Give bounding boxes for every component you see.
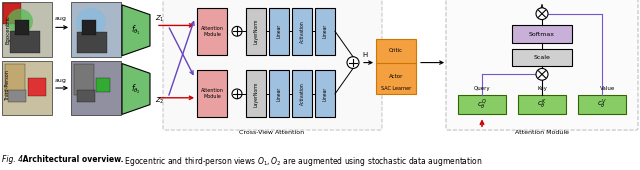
Text: Attention Module: Attention Module xyxy=(515,131,569,135)
Bar xyxy=(246,8,266,55)
Circle shape xyxy=(347,57,359,69)
Text: Linear: Linear xyxy=(323,87,328,101)
Bar xyxy=(2,2,52,57)
Text: Scale: Scale xyxy=(534,55,550,60)
Text: LayerNorm: LayerNorm xyxy=(253,19,259,44)
Text: aug: aug xyxy=(55,16,67,21)
Text: Softmax: Softmax xyxy=(529,32,555,37)
Bar xyxy=(246,70,266,117)
Bar xyxy=(71,61,121,115)
Text: Cross-View Attention: Cross-View Attention xyxy=(239,131,305,135)
Polygon shape xyxy=(122,64,150,114)
Circle shape xyxy=(76,8,106,37)
Bar xyxy=(315,8,335,55)
Text: aug: aug xyxy=(55,78,67,83)
Bar xyxy=(292,8,312,55)
Text: $f_{\theta_1}$: $f_{\theta_1}$ xyxy=(131,23,141,37)
Text: $c_\theta^V$: $c_\theta^V$ xyxy=(597,98,607,111)
Text: SAC Learner: SAC Learner xyxy=(381,87,411,91)
Text: Linear: Linear xyxy=(323,24,328,38)
Bar xyxy=(512,49,572,66)
Text: Fig. 4.: Fig. 4. xyxy=(2,155,26,164)
Bar xyxy=(28,78,46,96)
Bar xyxy=(197,70,227,117)
Bar xyxy=(315,70,335,117)
Text: Critic: Critic xyxy=(389,48,403,53)
Bar xyxy=(269,70,289,117)
Bar xyxy=(10,31,40,53)
Bar xyxy=(518,95,566,114)
Text: H: H xyxy=(362,52,367,58)
Bar xyxy=(5,64,25,95)
Bar xyxy=(71,2,121,57)
Bar xyxy=(292,70,312,117)
Text: $c_\theta^K$: $c_\theta^K$ xyxy=(537,98,547,111)
Bar xyxy=(269,8,289,55)
Text: Egocentric: Egocentric xyxy=(6,15,10,44)
Bar xyxy=(3,3,21,24)
Text: Activation: Activation xyxy=(300,20,305,43)
Text: Actor: Actor xyxy=(389,74,403,79)
Text: Attention
Module: Attention Module xyxy=(200,88,223,99)
Text: $Z_2$: $Z_2$ xyxy=(156,96,164,106)
Text: Linear: Linear xyxy=(276,24,282,38)
Bar xyxy=(458,95,506,114)
Text: $f_{\theta_2}$: $f_{\theta_2}$ xyxy=(131,82,141,96)
Text: $Z_1$: $Z_1$ xyxy=(156,13,164,24)
Text: Third-Person: Third-Person xyxy=(6,71,10,101)
Bar xyxy=(96,78,110,92)
Text: Egocentric and third-person views $O_1, O_2$ are augmented using stochastic data: Egocentric and third-person views $O_1, … xyxy=(122,155,483,167)
Bar xyxy=(8,90,26,102)
Bar xyxy=(376,39,416,94)
Text: Linear: Linear xyxy=(276,87,282,101)
Text: LayerNorm: LayerNorm xyxy=(253,81,259,107)
Bar xyxy=(197,8,227,55)
Circle shape xyxy=(232,26,242,36)
Polygon shape xyxy=(122,5,150,56)
FancyBboxPatch shape xyxy=(163,0,382,130)
FancyBboxPatch shape xyxy=(446,0,638,130)
Text: Value: Value xyxy=(600,86,616,90)
Text: Query: Query xyxy=(474,86,490,90)
Bar xyxy=(512,26,572,43)
Text: $c_\theta^Q$: $c_\theta^Q$ xyxy=(477,98,487,111)
Circle shape xyxy=(7,9,33,34)
Bar xyxy=(77,90,95,102)
Bar xyxy=(15,20,29,35)
Bar xyxy=(74,64,94,95)
Text: Activation: Activation xyxy=(300,82,305,105)
Bar xyxy=(578,95,626,114)
Circle shape xyxy=(536,69,548,80)
Circle shape xyxy=(232,89,242,99)
Text: Attention
Module: Attention Module xyxy=(200,26,223,37)
Bar xyxy=(82,20,96,35)
Text: Key: Key xyxy=(537,86,547,90)
Bar xyxy=(77,32,107,53)
Bar xyxy=(2,61,52,115)
Circle shape xyxy=(536,8,548,20)
Text: Architectural overview.: Architectural overview. xyxy=(20,155,124,164)
